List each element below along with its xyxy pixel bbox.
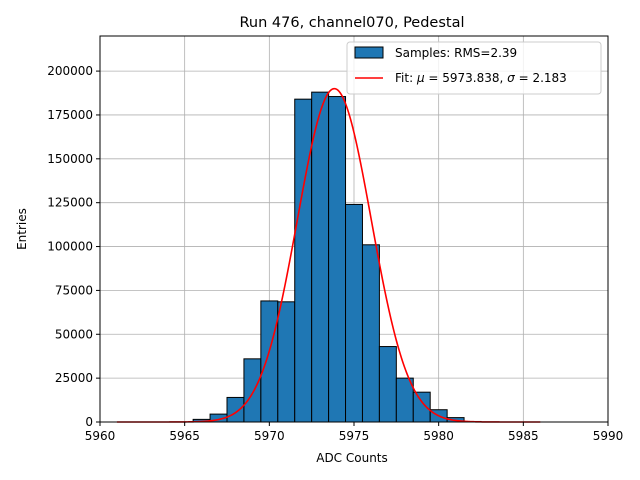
histogram-bar bbox=[328, 96, 347, 423]
grid bbox=[99, 36, 609, 423]
y-tick-label: 50000 bbox=[55, 327, 93, 341]
histogram-bar bbox=[311, 91, 330, 423]
y-tick-label: 100000 bbox=[47, 240, 93, 254]
y-axis-label: Entries bbox=[15, 208, 29, 250]
x-tick-label: 5975 bbox=[339, 429, 370, 443]
histogram-bar bbox=[277, 301, 296, 423]
histogram-bars bbox=[192, 91, 482, 423]
legend-box bbox=[346, 41, 602, 95]
y-tick-label: 175000 bbox=[47, 108, 93, 122]
histogram-bar bbox=[345, 203, 363, 423]
y-axis-ticks: 0 25000 50000 75000 100000 125000 150000 175000… bbox=[47, 64, 100, 429]
x-tick-label: 5960 bbox=[85, 429, 116, 443]
histogram-bar bbox=[294, 98, 313, 423]
y-tick-label: 200000 bbox=[47, 64, 93, 78]
y-tick-label: 75000 bbox=[55, 283, 93, 297]
legend-fit-sigma-value: = 2.183 bbox=[515, 71, 567, 85]
histogram-bar bbox=[260, 300, 279, 423]
x-tick-label: 5965 bbox=[169, 429, 200, 443]
x-tick-label: 5980 bbox=[423, 429, 454, 443]
legend: Samples: RMS=2.39 Fit: μ = 5973.838, σ =… bbox=[346, 41, 602, 95]
x-axis-ticks: 5960 5965 5970 5975 5980 5985 5990 bbox=[85, 422, 624, 443]
legend-fit-label: Fit: μ = 5973.838, σ = 2.183 bbox=[395, 71, 567, 85]
y-tick-label: 0 bbox=[85, 415, 93, 429]
histogram-bar bbox=[412, 391, 431, 423]
chart-title: Run 476, channel070, Pedestal bbox=[239, 15, 464, 31]
y-tick-label: 25000 bbox=[55, 371, 93, 385]
histogram-bar bbox=[243, 358, 262, 423]
legend-fit-sigma-symbol: σ bbox=[507, 71, 515, 85]
histogram-bar bbox=[226, 396, 245, 423]
x-axis-label: ADC Counts bbox=[316, 451, 388, 465]
histogram-bar bbox=[361, 244, 380, 423]
legend-fit-mu-symbol: μ bbox=[416, 71, 425, 85]
histogram-bar bbox=[378, 346, 397, 423]
legend-samples-label: Samples: RMS=2.39 bbox=[395, 46, 517, 60]
y-tick-label: 150000 bbox=[47, 152, 93, 166]
y-tick-label: 125000 bbox=[47, 196, 93, 210]
x-tick-label: 5990 bbox=[593, 429, 624, 443]
legend-samples-swatch bbox=[354, 46, 384, 59]
x-tick-label: 5970 bbox=[254, 429, 285, 443]
x-tick-label: 5985 bbox=[508, 429, 539, 443]
histogram-bar bbox=[395, 377, 414, 423]
legend-fit-prefix: Fit: bbox=[395, 71, 417, 85]
legend-fit-mu-value: = 5973.838, bbox=[425, 71, 508, 85]
